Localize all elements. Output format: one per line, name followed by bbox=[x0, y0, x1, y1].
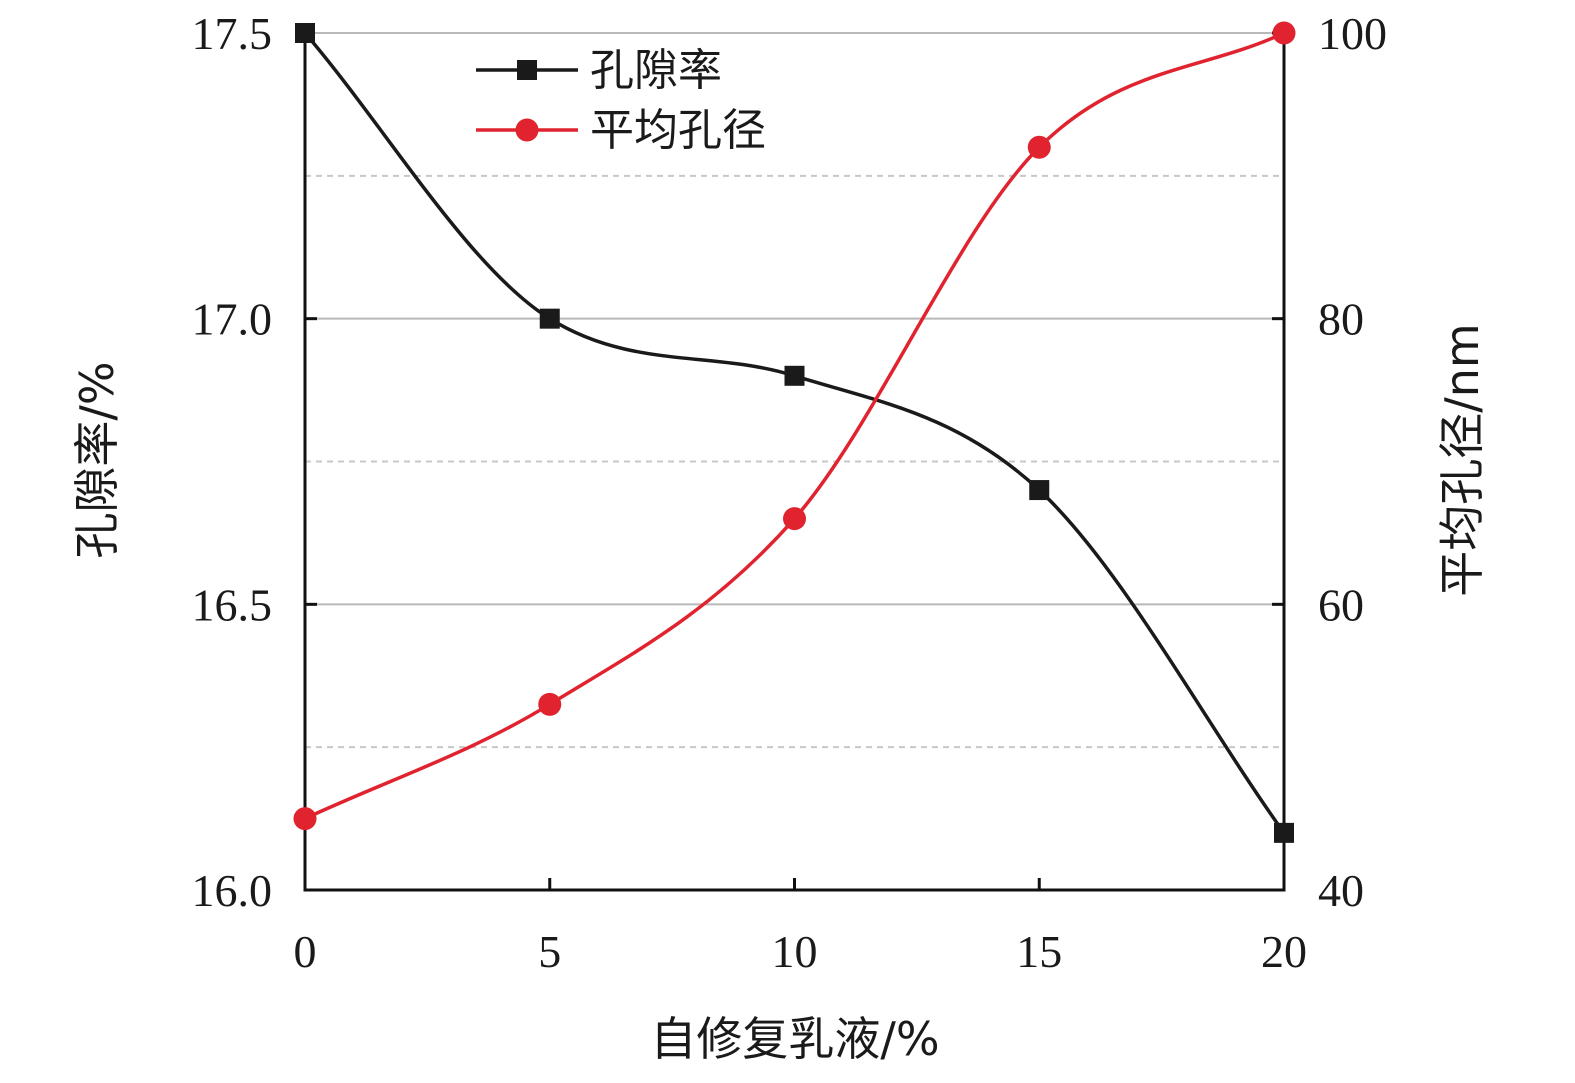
left-y-tick-label: 17.0 bbox=[192, 294, 273, 345]
right-y-tick-label: 100 bbox=[1318, 8, 1387, 59]
series-0-curve bbox=[303, 31, 1286, 834]
right-y-tick-label: 60 bbox=[1318, 579, 1364, 630]
fitted-curves bbox=[303, 31, 1286, 834]
right-y-axis-title: 平均孔径/nm bbox=[1435, 323, 1489, 596]
left-y-axis-title: 孔隙率/% bbox=[70, 361, 124, 558]
series-1-point-3 bbox=[1027, 135, 1051, 159]
series-1-curve bbox=[304, 31, 1285, 821]
x-axis-ticks: 0 5 10 15 20 bbox=[294, 878, 1307, 977]
left-y-tick-label: 16.5 bbox=[192, 579, 273, 630]
x-tick-label: 5 bbox=[538, 926, 561, 977]
series-1-point-1 bbox=[538, 692, 562, 716]
series-0-point-2 bbox=[784, 365, 805, 386]
series-1-point-0 bbox=[293, 807, 317, 831]
legend-label-1: 平均孔径 bbox=[590, 105, 766, 156]
left-y-tick-label: 16.0 bbox=[192, 865, 273, 916]
series-0-point-4 bbox=[1274, 822, 1294, 843]
right-y-tick-label: 40 bbox=[1318, 865, 1364, 916]
x-axis-title: 自修复乳液/% bbox=[650, 1012, 939, 1066]
right-y-tick-label: 80 bbox=[1318, 294, 1364, 345]
gridlines bbox=[305, 32, 1284, 749]
series-1-point-2 bbox=[783, 507, 806, 531]
left-y-tick-label: 17.5 bbox=[192, 8, 273, 59]
series-0-point-3 bbox=[1029, 480, 1050, 501]
data-markers bbox=[293, 21, 1296, 843]
series-1-point-4 bbox=[1272, 21, 1296, 45]
x-tick-label: 15 bbox=[1016, 926, 1062, 977]
x-tick-label: 20 bbox=[1261, 926, 1307, 977]
legend-marker-1 bbox=[515, 118, 539, 142]
left-y-axis-ticks: 16.0 16.5 17.0 17.5 bbox=[192, 8, 317, 916]
series-0-point-1 bbox=[539, 308, 560, 329]
x-tick-label: 0 bbox=[294, 926, 317, 977]
x-tick-label: 10 bbox=[772, 926, 818, 977]
legend-marker-0 bbox=[517, 60, 537, 80]
right-y-axis-ticks: 40 60 80 100 bbox=[1272, 8, 1387, 916]
legend-label-0: 孔隙率 bbox=[590, 45, 722, 96]
series-0-point-0 bbox=[295, 23, 315, 43]
